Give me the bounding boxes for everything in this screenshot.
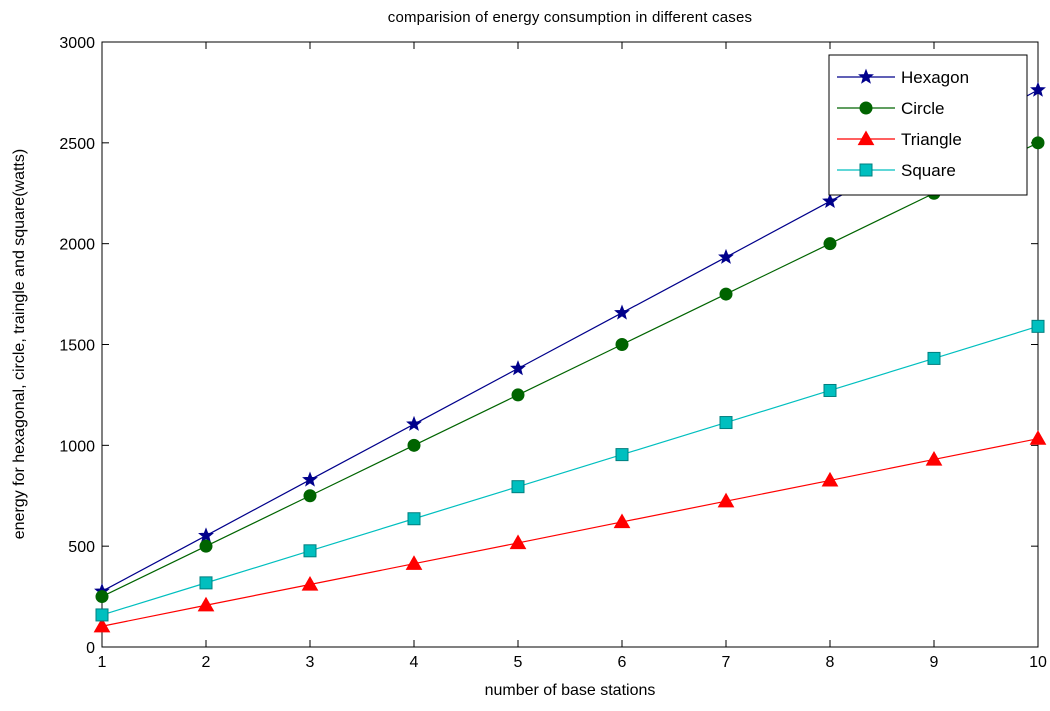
data-point-triangle <box>925 450 943 466</box>
data-point-hexagon <box>302 471 318 487</box>
y-tick-label: 0 <box>86 640 95 657</box>
data-point-circle <box>303 489 317 503</box>
x-tick-label: 5 <box>514 654 523 671</box>
series-group <box>93 81 1047 633</box>
x-tick-label: 2 <box>202 654 211 671</box>
data-point-circle <box>719 287 733 301</box>
series-triangle <box>93 430 1047 633</box>
legend-marker-triangle <box>857 130 875 146</box>
data-point-circle <box>95 590 109 604</box>
data-point-circle <box>615 338 629 351</box>
data-point-triangle <box>405 555 423 570</box>
data-point-hexagon <box>614 304 630 320</box>
legend-label-circle: Circle <box>901 99 944 118</box>
series-circle <box>95 136 1045 604</box>
data-point-square <box>95 608 109 622</box>
x-tick-label: 6 <box>618 654 627 671</box>
data-point-hexagon <box>198 527 214 543</box>
data-point-circle <box>511 388 525 402</box>
y-tick-label: 3000 <box>59 35 95 52</box>
legend-marker-circle <box>859 101 873 115</box>
data-point-hexagon <box>510 360 526 376</box>
x-tick-label: 10 <box>1029 654 1047 671</box>
data-point-hexagon <box>718 248 734 264</box>
data-point-triangle <box>613 513 631 529</box>
legend-label-square: Square <box>901 161 956 180</box>
x-tick-label: 8 <box>826 654 835 671</box>
data-point-square <box>615 448 629 462</box>
data-point-circle <box>407 438 421 452</box>
y-tick-label: 2500 <box>59 136 95 153</box>
data-point-triangle <box>509 534 527 550</box>
data-point-square <box>719 416 733 430</box>
data-point-triangle <box>301 575 319 591</box>
x-tick-label: 9 <box>930 654 939 671</box>
data-point-square <box>407 512 421 526</box>
data-point-triangle <box>93 617 111 633</box>
series-square <box>95 319 1045 622</box>
series-line-circle <box>101 142 1039 598</box>
series-line-square <box>101 325 1039 616</box>
data-point-square <box>199 576 213 590</box>
data-point-square <box>927 351 941 365</box>
data-point-hexagon <box>406 415 422 431</box>
legend-marker-hexagon <box>858 68 874 84</box>
x-tick-label: 4 <box>410 654 419 671</box>
data-point-square <box>511 480 525 494</box>
data-point-square <box>823 383 837 397</box>
y-tick-label: 1500 <box>59 338 95 355</box>
data-point-hexagon <box>822 192 838 209</box>
legend-label-hexagon: Hexagon <box>901 68 969 87</box>
data-point-triangle <box>1029 430 1047 445</box>
chart-title: comparision of energy consumption in dif… <box>387 9 753 26</box>
y-tick-label: 2000 <box>59 237 95 254</box>
x-tick-label: 1 <box>98 654 107 671</box>
data-point-triangle <box>717 492 735 508</box>
legend: Hexagon Circle Triangle Square <box>828 54 1028 196</box>
data-point-triangle <box>197 596 215 612</box>
data-point-square <box>1031 319 1045 333</box>
x-tick-label: 7 <box>722 654 731 671</box>
series-line-triangle <box>101 438 1039 627</box>
x-axis-label: number of base stations <box>484 682 656 699</box>
legend-marker-square <box>859 163 873 177</box>
data-point-square <box>303 544 317 558</box>
legend-label-triangle: Triangle <box>901 130 962 149</box>
data-point-hexagon <box>1030 81 1046 97</box>
x-tick-label: 3 <box>306 654 315 671</box>
data-point-circle <box>823 237 837 251</box>
data-point-triangle <box>821 471 839 487</box>
y-tick-label: 1000 <box>59 438 95 455</box>
data-point-circle <box>1031 136 1045 150</box>
data-point-circle <box>199 539 213 553</box>
y-tick-label: 500 <box>68 539 95 556</box>
